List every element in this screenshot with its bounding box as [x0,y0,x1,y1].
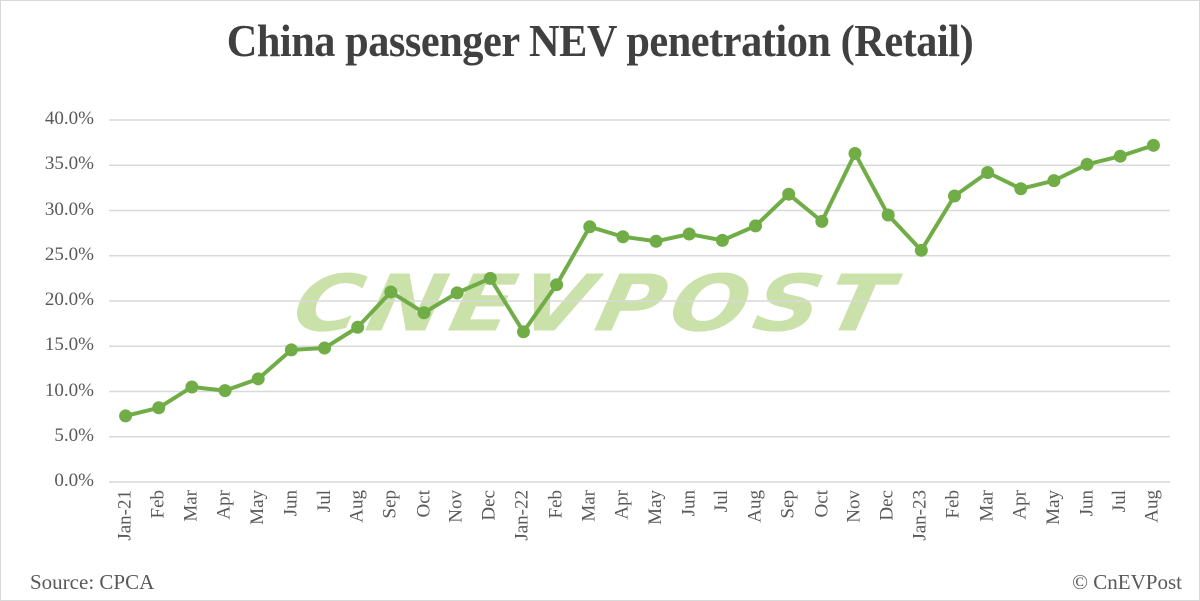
data-point [251,372,265,386]
data-point [1014,182,1028,196]
data-point [981,165,995,179]
source-note: Source: CPCA [30,570,155,594]
data-point [185,380,199,394]
x-tick-label: Apr [611,490,633,520]
data-markers [119,138,1160,423]
x-tick-label: Jun [1076,490,1098,517]
data-point [616,230,630,244]
x-tick-label: Jul [313,490,335,513]
data-point [318,341,332,355]
y-tick-label: 20.0% [44,289,94,310]
data-point [815,214,829,228]
data-point [516,325,530,339]
x-tick-label: Feb [942,490,964,519]
y-tick-label: 0.0% [54,470,94,491]
data-point [848,146,862,160]
y-tick-label: 15.0% [44,334,94,356]
x-tick-label: Mar [976,490,998,522]
x-tick-label: Jun [678,490,700,517]
data-line [125,143,1155,418]
data-point [550,278,564,292]
chart-title: China passenger NEV penetration (Retail) [226,15,974,66]
data-point [1047,174,1061,188]
x-tick-label: Sep [379,490,401,519]
x-tick-label: Apr [1009,490,1031,520]
x-tick-label: Feb [147,490,169,519]
y-tick-label: 30.0% [44,198,94,220]
data-point [119,409,133,423]
data-point [914,243,928,257]
data-point [284,343,298,357]
x-tick-label: Apr [213,490,235,520]
gridlines [109,119,1170,483]
x-tick-label: Aug [744,490,766,523]
data-point [1146,138,1160,152]
data-point [682,227,696,241]
x-tick-label: Feb [545,490,567,519]
x-tick-label: Mar [578,490,600,522]
x-tick-label: Jan-23 [909,490,931,541]
data-point [583,220,597,234]
data-point [152,401,166,415]
data-point [947,189,961,203]
x-tick-label: Oct [413,490,435,518]
y-tick-label: 10.0% [44,379,94,401]
x-tick-label: Nov [843,490,865,523]
data-point [649,234,663,248]
data-point [881,208,895,222]
data-point [1113,149,1127,163]
x-tick-label: Oct [811,490,833,518]
data-point [218,384,232,398]
x-tick-label: Jan-22 [512,490,534,541]
x-tick-label: May [247,490,269,525]
x-tick-label: Jan-21 [114,490,136,541]
x-tick-label: Aug [346,490,368,523]
data-point [1080,157,1094,171]
data-point [782,187,796,201]
y-tick-label: 5.0% [54,424,94,446]
x-tick-label: Jul [1109,490,1131,513]
y-tick-label: 25.0% [44,243,94,265]
x-tick-label: Sep [777,490,799,519]
x-tick-label: Nov [445,490,467,523]
x-tick-label: Mar [180,490,202,522]
x-tick-label: Dec [478,490,500,521]
x-tick-label: Aug [1142,490,1164,523]
x-tick-label: Dec [876,490,898,521]
copyright-note: © CnEVPost [1072,570,1182,594]
data-point [450,286,464,300]
data-point [384,285,398,299]
x-tick-label: Jul [711,490,733,513]
x-tick-label: Jun [280,490,302,517]
data-point [417,306,431,320]
data-point [715,233,729,247]
y-tick-label: 40.0% [44,108,94,129]
x-tick-label: May [1042,490,1064,525]
data-point [749,219,763,233]
x-tick-label: May [644,490,666,525]
data-point [483,271,497,285]
y-tick-label: 35.0% [44,153,94,175]
data-point [351,320,365,334]
